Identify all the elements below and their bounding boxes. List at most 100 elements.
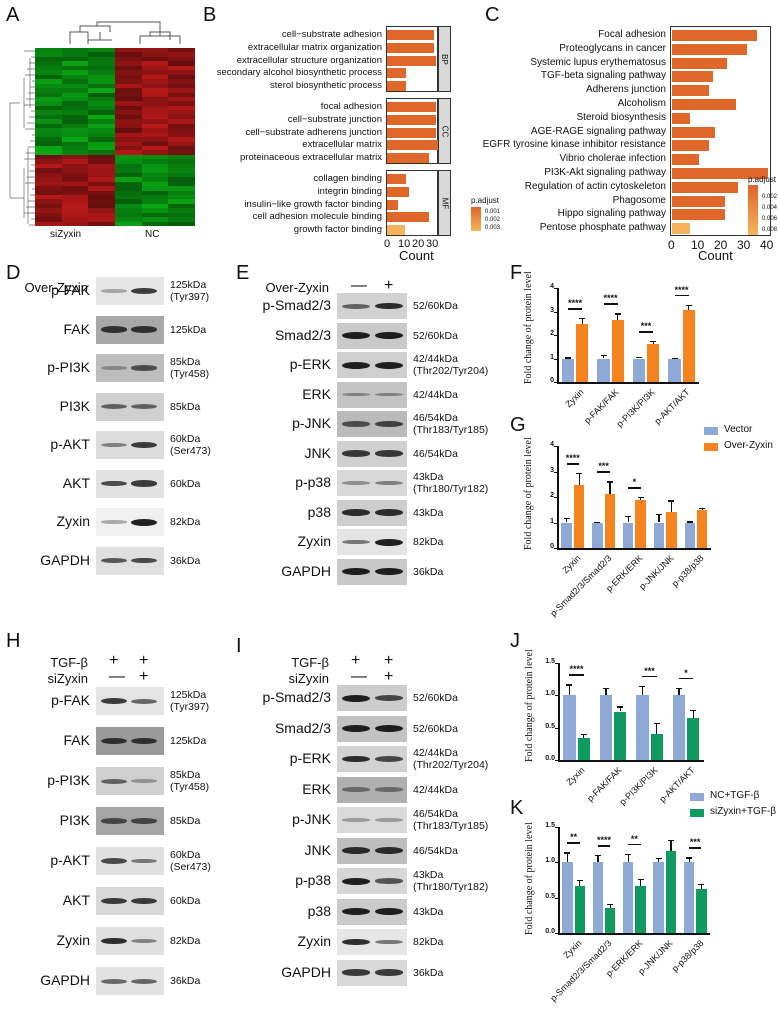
error-cap xyxy=(576,473,583,475)
significance-line xyxy=(568,308,583,310)
blot-band xyxy=(101,697,127,705)
go-term-label: collagen binding xyxy=(313,173,382,184)
error-bar xyxy=(603,354,605,359)
y-tick-mark xyxy=(555,933,558,934)
error-bar xyxy=(688,304,690,310)
molecular-weight-label: 43kDa (Thr180/Tyr182) xyxy=(413,869,489,893)
blot-label: PI3K xyxy=(59,397,90,414)
blot-image xyxy=(337,776,407,803)
facet-strip-cc: CC xyxy=(438,98,451,164)
error-cap xyxy=(675,687,682,689)
y-tick-mark xyxy=(554,335,557,336)
kegg-bar xyxy=(672,195,725,207)
blot-band xyxy=(375,568,403,575)
lane-sign: + xyxy=(384,652,394,669)
blot-label: p-AKT xyxy=(50,436,90,452)
blot-band xyxy=(131,938,157,944)
kegg-bar xyxy=(672,112,691,124)
molecular-weight-label: 52/60kDa xyxy=(413,329,458,342)
go-bar xyxy=(387,199,398,210)
blot-band xyxy=(342,818,370,822)
y-tick-mark xyxy=(555,663,558,664)
go-term-label: extracellular matrix organization xyxy=(247,41,382,53)
kegg-term-label: Alcoholism xyxy=(617,98,666,109)
blot-band xyxy=(342,694,370,702)
significance-marker: * xyxy=(684,667,688,678)
y-tick-mark xyxy=(555,760,558,761)
bar-treatment xyxy=(696,510,708,548)
significance-line xyxy=(603,303,618,305)
bar-treatment xyxy=(682,309,695,382)
bar-treatment xyxy=(666,511,677,548)
error-bar xyxy=(627,853,629,863)
molecular-weight-label: 52/60kDa xyxy=(413,300,458,312)
molecular-weight-label: 85kDa xyxy=(170,815,201,827)
blot-label: p-AKT xyxy=(50,852,90,868)
go-term-label: growth factor binding xyxy=(293,224,382,236)
error-cap xyxy=(637,497,644,499)
y-tick: 1.0 xyxy=(545,857,555,865)
lane-sign: + xyxy=(139,668,149,685)
molecular-weight-label: 82kDa xyxy=(170,516,201,528)
blot-label: AKT xyxy=(62,892,90,908)
error-cap xyxy=(690,710,697,712)
blot-label: p-p38 xyxy=(295,474,331,490)
blot-band xyxy=(101,326,127,333)
blot-label: p-ERK xyxy=(289,356,331,372)
blot-band xyxy=(101,404,127,409)
molecular-weight-label: 82kDa xyxy=(413,936,444,948)
blot-label: p-PI3K xyxy=(47,772,90,788)
kegg-term-label: TGF-beta signaling pathway xyxy=(540,70,666,82)
bar-treatment xyxy=(635,885,646,933)
legend-value: 0.002 xyxy=(485,217,501,223)
error-bar xyxy=(568,684,570,696)
x-tick-label: p-AKT/AKT xyxy=(652,387,692,427)
blot-band xyxy=(131,978,157,984)
bar-control xyxy=(636,695,649,760)
go-bar xyxy=(387,186,409,197)
panel-letter: D xyxy=(6,262,21,284)
blot-label: JNK xyxy=(304,841,331,858)
blot-image xyxy=(337,381,407,408)
blot-label: ERK xyxy=(302,780,331,797)
y-axis-title: Fold change of protein level xyxy=(523,271,534,384)
error-cap xyxy=(699,507,706,509)
error-bar xyxy=(605,688,607,696)
blot-image xyxy=(337,807,407,833)
legend-title: p.adjust xyxy=(748,175,777,184)
x-axis-title: Count xyxy=(698,248,733,263)
error-bar xyxy=(678,687,680,696)
kegg-term-label: Phagosome xyxy=(612,194,666,206)
error-cap xyxy=(653,723,660,725)
legend-value: 0.004 xyxy=(762,205,778,211)
blot-band xyxy=(131,480,157,487)
legend-swatch xyxy=(690,793,704,801)
significance-marker: *** xyxy=(640,321,652,332)
blot-label: p-p38 xyxy=(295,872,331,888)
go-bar xyxy=(387,68,406,79)
y-tick-mark xyxy=(555,827,558,828)
blot-band xyxy=(342,509,370,516)
y-tick: 0.0 xyxy=(545,755,555,762)
y-tick-mark xyxy=(554,358,557,360)
legend-title: p.adjust xyxy=(471,196,500,205)
lane-sign: — xyxy=(351,277,367,294)
blot-band xyxy=(131,404,157,409)
blot-band xyxy=(342,725,370,732)
x-tick: 10 xyxy=(398,238,411,250)
kegg-term-label: Steroid biosynthesis xyxy=(576,111,667,123)
blot-band xyxy=(342,755,370,763)
error-cap xyxy=(637,879,644,881)
blot-band xyxy=(101,858,127,864)
blot-band xyxy=(375,939,403,945)
error-bar xyxy=(658,858,660,863)
error-bar xyxy=(700,883,703,890)
bar-treatment xyxy=(573,484,585,548)
significance-marker: **** xyxy=(568,298,583,309)
bar-control xyxy=(653,862,664,933)
error-cap xyxy=(600,354,607,357)
blot-band xyxy=(375,695,403,701)
blot-band xyxy=(375,302,403,310)
bar-treatment xyxy=(635,499,646,548)
molecular-weight-label: 46/54kDa xyxy=(413,844,458,857)
